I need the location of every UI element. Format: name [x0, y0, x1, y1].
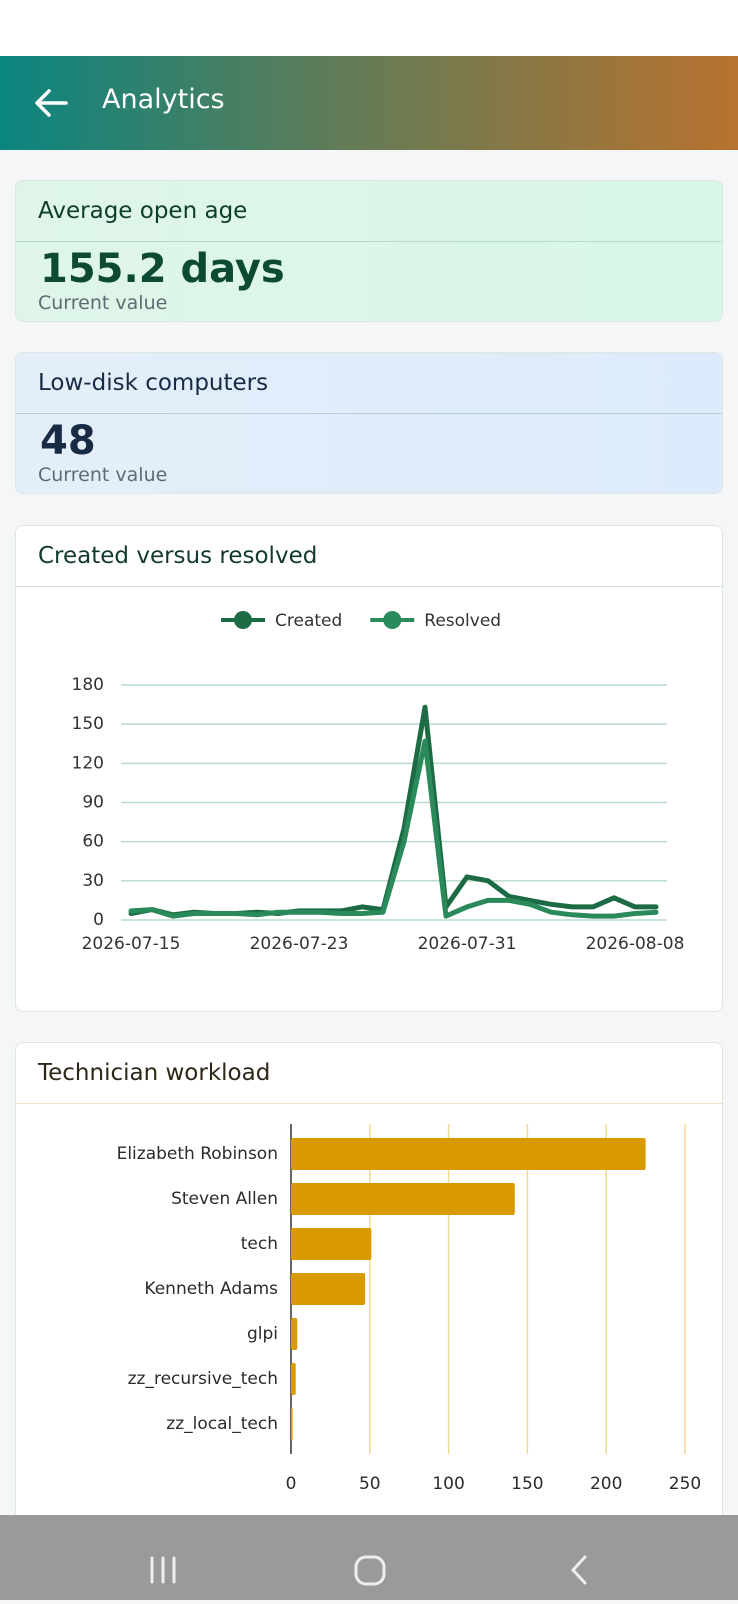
- bar: [291, 1183, 515, 1215]
- chart-card: Technician workload 0 50 100 150 200 250 Eliza…: [15, 1042, 723, 1542]
- x-tick-label: 2026-07-15: [82, 934, 181, 954]
- y-tick-label: 120: [72, 753, 104, 773]
- x-tick-label: 150: [511, 1474, 543, 1494]
- y-tick-label: zz_local_tech: [166, 1414, 278, 1434]
- card-caption: Current value: [38, 464, 168, 486]
- bar-chart: 0 50 100 150 200 250 Elizabeth Robinson Steven …: [117, 1124, 701, 1494]
- x-tick-label: 2026-08-08: [586, 934, 685, 954]
- y-tick-label: 60: [82, 832, 104, 852]
- stat-card: Low-disk computers 48 Current value: [15, 352, 723, 494]
- card-value: 155.2 days: [40, 246, 285, 292]
- card-value: 48: [40, 418, 96, 464]
- recents-button[interactable]: [150, 1556, 176, 1584]
- stat-card: Average open age 155.2 days Current valu…: [15, 180, 723, 322]
- legend-marker: [383, 611, 402, 629]
- nav-bar: [0, 1515, 738, 1600]
- card-title: Low-disk computers: [16, 353, 722, 414]
- app-bar: Analytics: [0, 56, 738, 150]
- bar: [291, 1363, 296, 1395]
- bar: [291, 1408, 293, 1440]
- card-caption: Current value: [38, 292, 168, 314]
- y-tick-label: 90: [82, 793, 104, 813]
- back-nav-button[interactable]: [570, 1555, 587, 1585]
- x-tick-label: 2026-07-31: [418, 934, 517, 954]
- y-tick-label: Steven Allen: [171, 1189, 278, 1209]
- y-tick-label: zz_recursive_tech: [128, 1369, 278, 1389]
- card-title: Average open age: [16, 181, 722, 242]
- legend-marker: [234, 611, 252, 629]
- y-tick-label: 150: [72, 714, 104, 734]
- chart-card: Created versus resolved 0 30 60 90 120 150 180…: [15, 525, 723, 1012]
- y-tick-label: Kenneth Adams: [144, 1279, 278, 1299]
- x-tick-label: 0: [286, 1474, 297, 1494]
- bar: [291, 1228, 372, 1260]
- nav-buttons: [150, 1555, 587, 1586]
- bar: [291, 1273, 366, 1305]
- legend-label: Resolved: [424, 611, 501, 631]
- y-tick-label: Elizabeth Robinson: [117, 1144, 278, 1164]
- bar: [291, 1138, 646, 1170]
- x-tick-label: 50: [359, 1474, 381, 1494]
- app-title: Analytics: [102, 84, 225, 115]
- line-series: [128, 738, 659, 919]
- status-bar: [0, 0, 738, 56]
- y-tick-label: 30: [82, 871, 104, 891]
- x-tick-label: 100: [432, 1474, 464, 1494]
- back-button[interactable]: [32, 86, 68, 120]
- y-tick-label: 0: [93, 910, 104, 930]
- y-tick-label: 180: [72, 675, 104, 695]
- x-tick-label: 200: [590, 1474, 622, 1494]
- card-title: Created versus resolved: [16, 526, 722, 587]
- y-tick-label: tech: [241, 1234, 278, 1254]
- card-title: Technician workload: [16, 1043, 722, 1104]
- line-chart: 0 30 60 90 120 150 180 2026-07-15 2026-07-23 2026…: [72, 611, 685, 954]
- legend-label: Created: [275, 611, 342, 631]
- y-tick-label: glpi: [247, 1324, 278, 1344]
- x-tick-label: 250: [669, 1474, 701, 1494]
- x-tick-label: 2026-07-23: [250, 934, 349, 954]
- bar: [291, 1318, 298, 1350]
- home-button[interactable]: [354, 1555, 386, 1586]
